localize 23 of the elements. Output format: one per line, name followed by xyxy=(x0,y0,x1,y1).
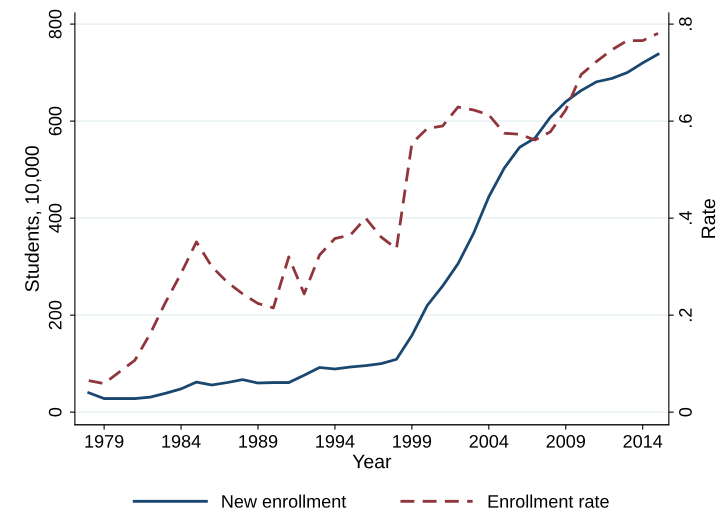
legend-label: Enrollment rate xyxy=(488,494,609,508)
y-tick-label: 600 xyxy=(48,106,62,136)
y-tick-label: 0 xyxy=(48,408,62,416)
y2-axis-title: Rate xyxy=(702,199,716,238)
x-tick-label: 1994 xyxy=(316,434,354,448)
x-tick-label: 1984 xyxy=(162,434,201,448)
x-axis-title: Year xyxy=(352,454,392,468)
y-tick-label: 400 xyxy=(48,204,62,233)
x-tick-label: 1999 xyxy=(393,434,432,448)
y2-tick-label: .4 xyxy=(679,211,692,224)
y-tick-label: 800 xyxy=(48,10,62,38)
x-tick-label: 1979 xyxy=(85,434,124,448)
y2-tick-label: .2 xyxy=(679,308,692,322)
y-axis-title: Students, 10,000 xyxy=(24,146,42,292)
x-tick-label: 2014 xyxy=(624,434,662,448)
x-tick-label: 1989 xyxy=(239,434,278,448)
y2-tick-label: 0 xyxy=(679,408,692,416)
x-tick-label: 2004 xyxy=(470,434,508,448)
x-tick-label: 2009 xyxy=(546,434,585,448)
legend-label: New enrollment xyxy=(222,494,346,508)
y2-tick-label: .6 xyxy=(679,114,692,127)
y-tick-label: 200 xyxy=(48,300,62,330)
y2-tick-label: .8 xyxy=(679,17,692,30)
